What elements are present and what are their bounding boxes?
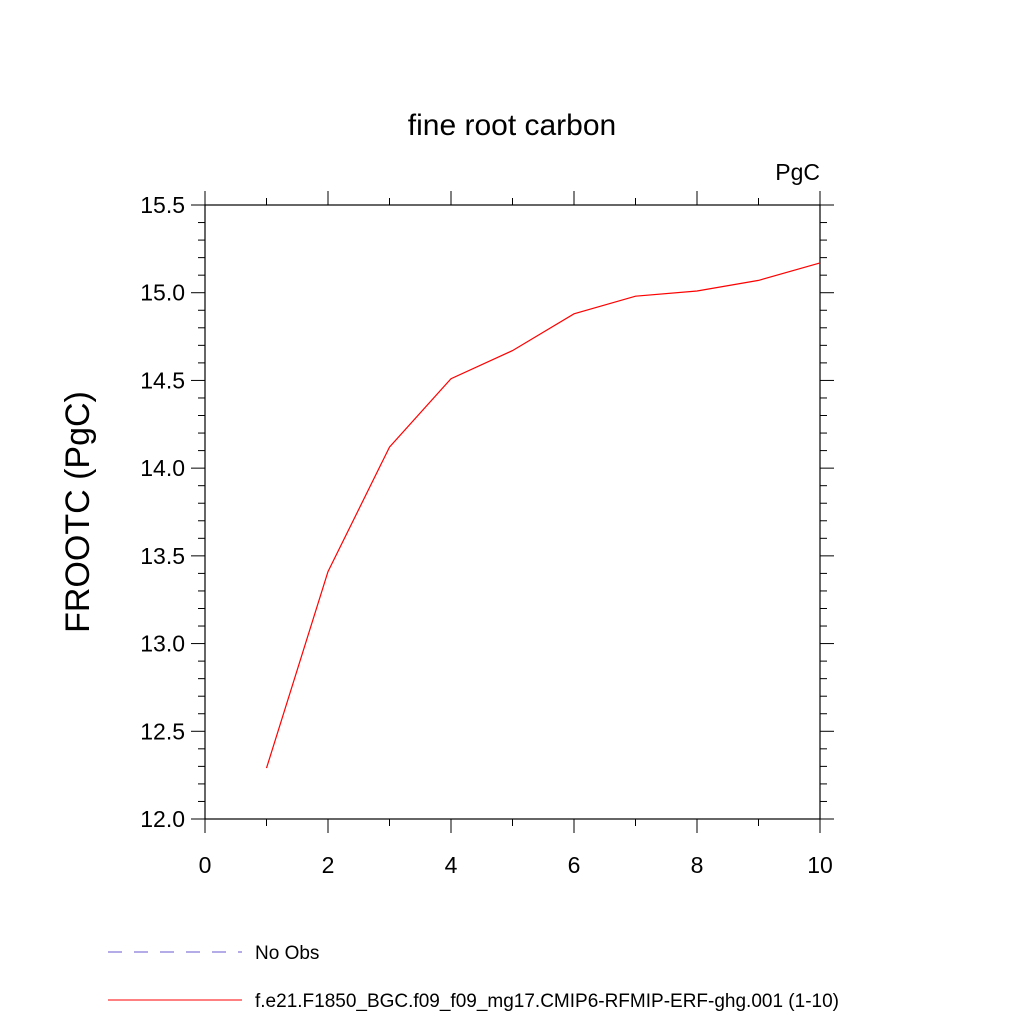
y-tick-label: 15.5 [140,192,185,218]
y-tick-label: 13.0 [140,631,185,657]
series-layer [265,262,821,769]
series-line [265,262,821,769]
y-tick-label: 13.5 [140,543,185,569]
x-tick-label: 4 [445,852,458,878]
y-tick-label: 15.0 [140,280,185,306]
y-tick-label: 12.5 [140,718,185,744]
chart-title: fine root carbon [408,109,616,142]
axis-ticks [191,191,834,833]
x-tick-label: 8 [691,852,704,878]
y-tick-label: 14.0 [140,455,185,481]
legend-label: f.e21.F1850_BGC.f09_f09_mg17.CMIP6-RFMIP… [255,991,839,1012]
x-tick-label: 6 [568,852,581,878]
units-label: PgC [775,159,820,185]
legend: No Obs f.e21.F1850_BGC.f09_f09_mg17.CMIP6… [108,943,839,1012]
y-tick-label: 14.5 [140,367,185,393]
legend-label: No Obs [255,943,319,964]
x-tick-label: 10 [807,852,833,878]
y-axis-title: FROOTC (PgC) [59,391,97,633]
plot-frame [204,204,821,820]
x-tick-label: 2 [322,852,335,878]
y-tick-label: 12.0 [140,806,185,832]
y-tick-labels: 12.0 12.5 13.0 13.5 14.0 14.5 15.0 15.5 [140,192,185,832]
x-tick-label: 0 [199,852,212,878]
x-tick-labels: 0 2 4 6 8 10 [199,852,833,878]
